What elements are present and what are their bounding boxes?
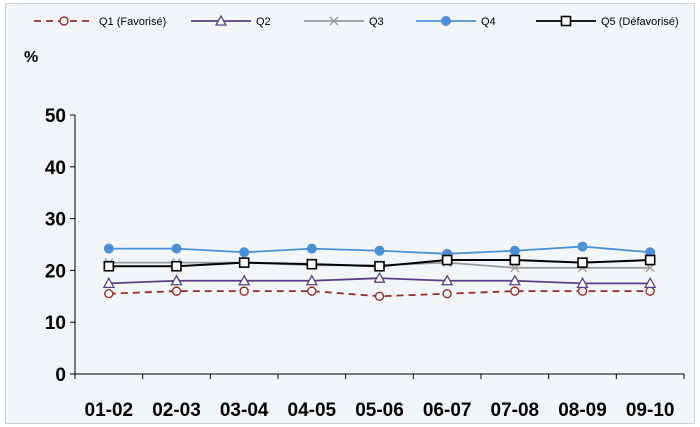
legend-label: Q5 (Défavorisé) [601,16,679,28]
legend-item-q2: Q2 [191,14,271,28]
legend-item-q3: Q3 [304,16,384,28]
data-point [577,257,588,268]
x-tick-label: 08-09 [558,400,607,421]
y-axis-label: % [24,49,38,66]
data-point [239,247,250,258]
legend-item-q4: Q4 [416,16,496,28]
data-point [307,286,317,296]
data-point [509,245,520,256]
x-tick-label: 07-08 [491,400,540,421]
x-tick-label: 03-04 [220,400,269,421]
data-point [644,254,656,266]
legend-label: Q3 [369,16,384,28]
y-tick-label: 0 [55,365,66,386]
data-point [104,289,114,299]
data-point [102,277,115,289]
data-point [239,286,249,296]
data-point [103,260,115,272]
data-point [374,291,385,301]
data-point [442,289,452,299]
data-point [306,243,317,254]
data-point [103,243,114,254]
y-tick-label: 20 [45,261,66,282]
x-tick-label: 02-03 [152,400,201,421]
x-tick-label: 01-02 [85,400,134,421]
series-q4 [103,241,656,259]
data-point [171,243,182,254]
x-tick-label: 05-06 [355,400,404,421]
series-group [102,241,657,301]
legend-label: Q1 (Favorisé) [99,16,166,28]
data-point [644,277,657,289]
legend-marker [59,16,69,26]
series-q5-defavorise [103,254,656,272]
data-point [373,271,386,283]
legend-marker [329,16,339,26]
data-point [509,254,521,266]
legend-label: Q4 [481,16,496,28]
y-tick-label: 50 [45,106,66,127]
data-point [508,274,521,286]
legend-marker [441,16,451,26]
x-tick-label: 04-05 [288,400,337,421]
legend-label: Q2 [256,16,271,28]
data-point [441,274,454,286]
y-tick-label: 40 [45,158,66,179]
data-point [645,286,655,296]
series-q2 [102,271,657,289]
data-point [305,274,318,286]
legend-item-q1-favorise: Q1 (Favorisé) [34,16,166,28]
legend: Q1 (Favorisé) Q2 Q3 Q4 Q5 (Défavorisé) [34,14,679,28]
x-tick-label: 06-07 [423,400,472,421]
legend-marker [214,14,228,26]
data-point [170,274,183,286]
data-point [171,286,182,296]
x-tick-label: 09-10 [626,400,675,421]
data-point [238,257,250,268]
y-tick-label: 10 [45,313,66,334]
y-tick-label: 30 [45,210,66,231]
data-point [238,274,251,286]
chart-frame: Q1 (Favorisé) Q2 Q3 Q4 Q5 (Défavorisé) % 0 10… [5,3,695,424]
data-point [510,286,520,296]
data-point [374,260,385,272]
line-chart: Q1 (Favorisé) Q2 Q3 Q4 Q5 (Défavorisé) % 0 10… [24,14,685,421]
data-point [577,241,588,252]
data-point [306,258,318,270]
legend-item-q5-defavorise: Q5 (Défavorisé) [536,15,679,28]
data-point [171,260,182,272]
series-q1-favorise [104,286,655,301]
legend-marker [560,15,572,27]
data-point [576,277,589,289]
data-point [441,254,453,266]
data-point [577,286,588,296]
axes: 0 10 20 30 40 50 01-02 02-03 03-04 04-05 05-06 06-0… [45,106,685,421]
data-point [374,245,385,256]
